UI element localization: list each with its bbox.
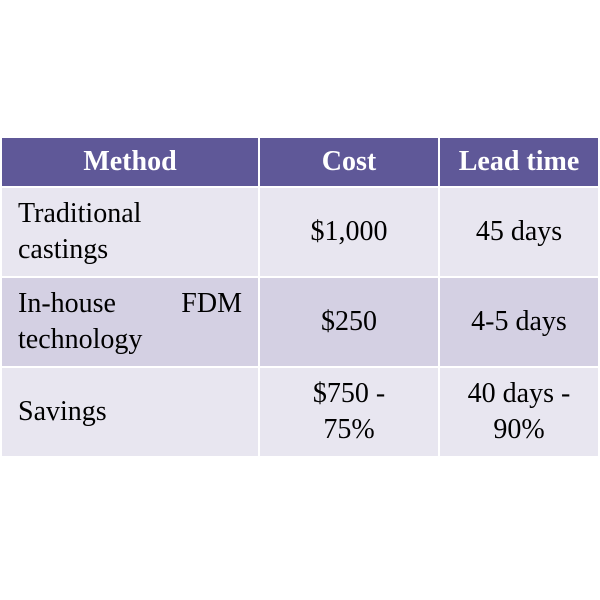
cost-cell: $1,000 <box>259 187 440 278</box>
method-text-line2: technology <box>18 324 143 355</box>
header-lead-time: Lead time <box>439 138 598 188</box>
lead-time-text-line2: 90% <box>493 414 545 445</box>
table-row-in-house-fdm: In-house FDM technology $250 4-5 days <box>2 277 598 368</box>
cost-text: $1,000 <box>310 216 388 247</box>
table-row-savings: Savings $750 - 75% 40 days - 90% <box>2 367 598 456</box>
cost-cell: $750 - 75% <box>259 367 440 456</box>
method-text-line1: Traditional <box>18 198 142 229</box>
lead-time-text: 4-5 days <box>471 306 567 337</box>
table-row-traditional-castings: Traditional castings $1,000 45 days <box>2 187 598 278</box>
lead-time-cell: 45 days <box>439 187 598 278</box>
cost-text-line1: $750 - <box>312 378 386 409</box>
cost-text-line2: 75% <box>323 414 375 445</box>
lead-time-text: 45 days <box>475 216 563 247</box>
method-text-line2: castings <box>18 234 109 265</box>
header-cost: Cost <box>259 138 440 188</box>
header-method: Method <box>2 138 260 188</box>
lead-time-cell: 4-5 days <box>439 277 598 368</box>
method-text-line1: In-house FDM <box>18 288 242 319</box>
method-text-line1: Savings <box>18 396 107 427</box>
method-cell: Savings <box>2 367 260 456</box>
method-cell: Traditional castings <box>2 187 260 278</box>
method-cell: In-house FDM technology <box>2 277 260 368</box>
lead-time-text-line1: 40 days - <box>467 378 571 409</box>
lead-time-cell: 40 days - 90% <box>439 367 598 456</box>
cost-text: $250 <box>321 306 377 337</box>
table-header-row: Method Cost Lead time <box>2 138 598 188</box>
cost-cell: $250 <box>259 277 440 368</box>
cost-comparison-table: Method Cost Lead time Traditional castin… <box>2 138 598 456</box>
